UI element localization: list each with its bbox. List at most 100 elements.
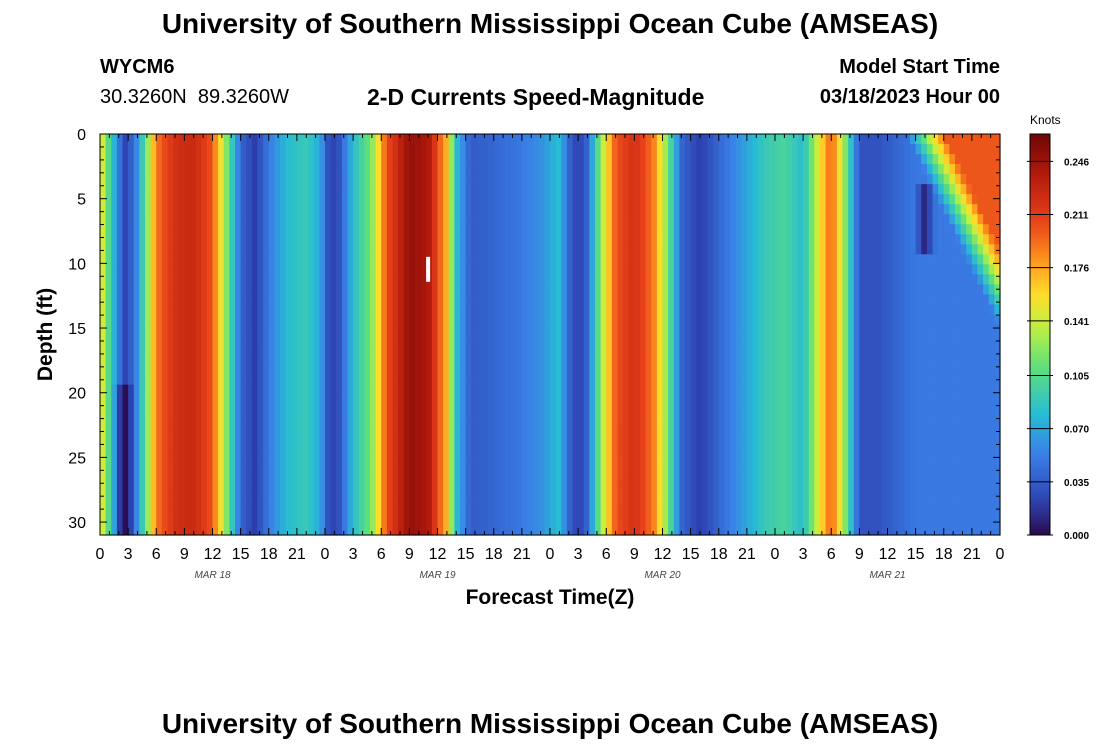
heatmap-cell <box>448 294 455 306</box>
heatmap-cell <box>651 324 658 336</box>
heatmap-cell <box>628 194 635 205</box>
heatmap-cell <box>285 294 292 306</box>
heatmap-cell <box>431 174 439 185</box>
heatmap-cell <box>229 224 236 235</box>
heatmap-cell <box>544 164 551 175</box>
heatmap-cell <box>533 414 540 426</box>
heatmap-cell <box>499 194 506 205</box>
heatmap-cell <box>780 404 787 416</box>
heatmap-cell <box>257 404 264 416</box>
heatmap-cell <box>319 394 326 406</box>
heatmap-cell <box>218 144 225 155</box>
heatmap-cell <box>611 494 619 506</box>
heatmap-cell <box>763 164 770 175</box>
heatmap-cell <box>696 474 703 486</box>
heatmap-cell <box>769 424 776 436</box>
heatmap-cell <box>471 154 478 165</box>
heatmap-cell <box>150 254 157 265</box>
heatmap-cell <box>662 204 669 215</box>
heatmap-cell <box>516 234 523 245</box>
heatmap-cell <box>690 384 697 396</box>
heatmap-cell <box>707 164 714 175</box>
heatmap-cell <box>105 364 112 376</box>
heatmap-cell <box>364 374 371 386</box>
heatmap-cell <box>201 144 208 155</box>
heatmap-cell <box>769 524 776 536</box>
heatmap-cell <box>673 184 680 195</box>
heatmap-cell <box>589 274 596 285</box>
heatmap-cell <box>786 294 793 306</box>
heatmap-cell <box>628 304 635 316</box>
heatmap-cell <box>735 324 742 336</box>
heatmap-cell <box>420 174 427 185</box>
heatmap-cell <box>685 394 692 406</box>
heatmap-cell <box>640 184 647 195</box>
heatmap-cell <box>533 144 540 155</box>
heatmap-cell <box>578 494 585 506</box>
heatmap-cell <box>268 274 275 285</box>
heatmap-cell <box>746 394 754 406</box>
heatmap-cell <box>685 334 692 346</box>
heatmap-cell <box>471 214 478 225</box>
heatmap-cell <box>634 304 641 316</box>
heatmap-cell <box>544 284 551 296</box>
heatmap-cell <box>426 474 433 486</box>
heatmap-cell <box>353 464 360 476</box>
heatmap-cell <box>499 514 506 526</box>
heatmap-cell <box>184 444 191 456</box>
heatmap-cell <box>730 214 737 225</box>
heatmap-cell <box>313 164 320 175</box>
heatmap-cell <box>133 504 140 516</box>
heatmap-cell <box>133 294 140 306</box>
heatmap-cell <box>426 394 433 406</box>
heatmap-cell <box>544 224 551 235</box>
heatmap-cell <box>493 214 500 225</box>
heatmap-cell <box>555 394 562 406</box>
heatmap-cell <box>111 444 118 456</box>
heatmap-cell <box>415 464 422 476</box>
heatmap-cell <box>122 144 129 155</box>
heatmap-cell <box>493 344 500 356</box>
heatmap-cell <box>730 334 737 346</box>
heatmap-cell <box>583 234 590 245</box>
heatmap-cell <box>533 264 540 275</box>
heatmap-cell <box>656 164 664 175</box>
heatmap-cell <box>218 204 225 215</box>
heatmap-cell <box>111 384 118 396</box>
heatmap-cell <box>263 524 270 536</box>
heatmap-cell <box>595 334 602 346</box>
heatmap-cell <box>358 314 365 326</box>
heatmap-cell <box>319 524 326 536</box>
heatmap-cell <box>701 354 709 366</box>
heatmap-cell <box>662 304 669 316</box>
heatmap-cell <box>190 414 197 426</box>
heatmap-cell <box>358 164 365 175</box>
heatmap-cell <box>651 254 658 265</box>
heatmap-cell <box>645 324 652 336</box>
heatmap-cell <box>443 504 450 516</box>
heatmap-cell <box>330 284 337 296</box>
heatmap-cell <box>628 484 635 496</box>
heatmap-cell <box>353 344 360 356</box>
heatmap-cell <box>724 324 731 336</box>
heatmap-cell <box>128 464 135 476</box>
heatmap-cell <box>561 434 568 446</box>
heatmap-cell <box>415 204 422 215</box>
heatmap-cell <box>758 244 765 255</box>
heatmap-cell <box>611 324 619 336</box>
heatmap-cell <box>285 454 292 466</box>
heatmap-cell <box>696 464 703 476</box>
heatmap-cell <box>651 164 658 175</box>
heatmap-cell <box>645 304 652 316</box>
heatmap-cell <box>544 294 551 306</box>
heatmap-cell <box>460 214 467 225</box>
heatmap-cell <box>589 324 596 336</box>
heatmap-cell <box>741 374 748 386</box>
heatmap-cell <box>358 334 365 346</box>
heatmap-cell <box>145 164 152 175</box>
heatmap-cell <box>786 144 793 155</box>
heatmap-cell <box>251 524 259 536</box>
heatmap-cell <box>713 294 720 306</box>
heatmap-cell <box>364 424 371 436</box>
heatmap-cell <box>685 264 692 275</box>
